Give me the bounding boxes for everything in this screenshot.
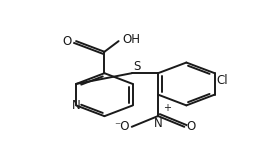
Text: ⁻O: ⁻O xyxy=(114,120,130,133)
Text: Cl: Cl xyxy=(217,74,228,87)
Text: +: + xyxy=(163,103,171,113)
Text: O: O xyxy=(186,120,195,133)
Text: N: N xyxy=(72,99,80,112)
Text: N: N xyxy=(154,117,162,130)
Text: S: S xyxy=(133,60,140,73)
Text: O: O xyxy=(63,35,72,48)
Text: OH: OH xyxy=(123,33,141,46)
